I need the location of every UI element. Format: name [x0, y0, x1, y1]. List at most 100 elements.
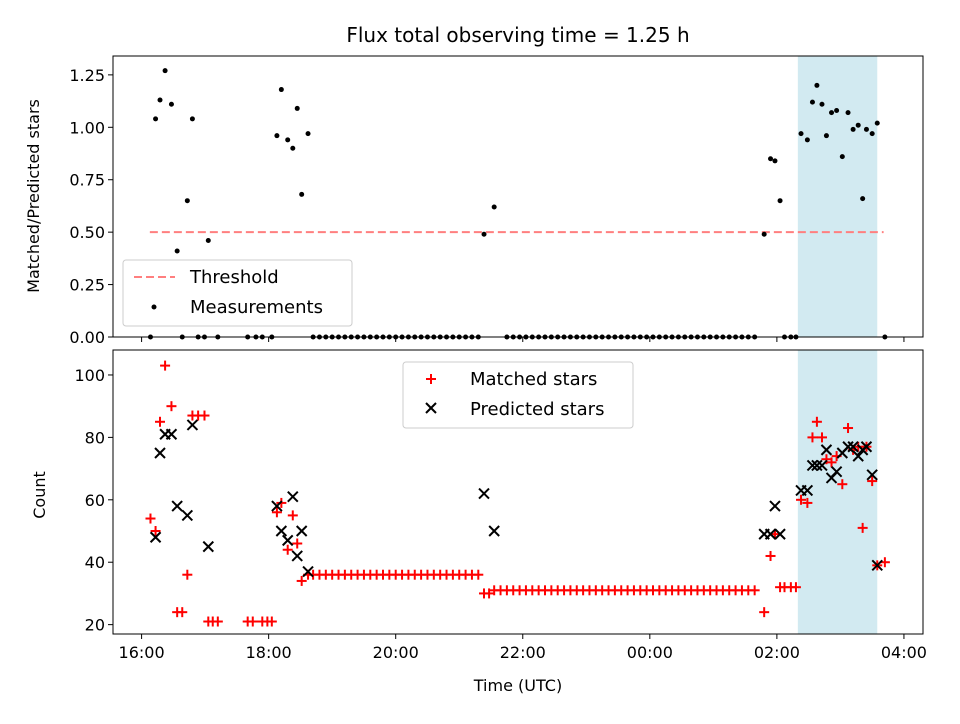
predicted-star-point: [847, 441, 859, 453]
bot-y-tick-label: 80: [85, 428, 105, 447]
predicted-star-point: [291, 550, 303, 562]
predicted-star-point: [860, 441, 873, 453]
matched-star-point: [843, 423, 854, 434]
measurement-point: [205, 238, 211, 244]
measurement-point: [174, 248, 180, 254]
top-y-tick-label: 0.25: [69, 276, 105, 295]
predicted-star-point: [769, 500, 781, 512]
top-panel: Flux total observing time = 1.25 h Match…: [24, 23, 924, 347]
top-y-axis-label: Matched/Predicted stars: [24, 99, 43, 293]
top-y-tick-label: 0.50: [69, 223, 105, 242]
bottom-legend: Matched stars Predicted stars: [402, 361, 634, 429]
predicted-star-point: [302, 565, 314, 578]
matched-star-point: [816, 432, 827, 443]
predicted-star-point: [275, 525, 288, 537]
predicted-star-point: [830, 466, 843, 478]
matched-star-point: [837, 479, 848, 490]
measurement-point: [274, 133, 280, 139]
matched-star-point: [177, 607, 188, 618]
legend-matched-swatch: [426, 374, 436, 384]
predicted-star-point: [154, 447, 166, 459]
measurement-point: [184, 198, 190, 204]
measurement-point: [874, 120, 880, 126]
measurement-point: [153, 116, 159, 122]
top-y-tick-label: 1.00: [69, 118, 105, 137]
measurement-point: [823, 133, 829, 139]
measurement-point: [809, 99, 815, 105]
measurement-point: [299, 191, 305, 197]
measurement-point: [290, 145, 296, 151]
legend-measurements-swatch: [151, 304, 157, 310]
measurement-point: [798, 131, 804, 137]
matched-star-point: [484, 588, 495, 599]
x-tick-label: 18:00: [246, 643, 292, 662]
measurement-point: [863, 126, 869, 132]
bottom-y-axis-label: Count: [30, 471, 49, 519]
matched-star-point: [182, 569, 193, 580]
top-legend: Threshold Measurements: [122, 259, 353, 327]
x-tick-label: 04:00: [881, 643, 927, 662]
predicted-star-point: [295, 525, 308, 537]
predicted-star-point: [764, 528, 777, 540]
predicted-star-point: [866, 469, 878, 481]
top-y-tick-label: 0.00: [69, 328, 105, 347]
measurement-point: [294, 105, 300, 111]
matched-star-point: [821, 454, 832, 465]
measurement-point: [819, 101, 825, 107]
matched-star-point: [802, 497, 813, 508]
matched-star-point: [296, 575, 307, 586]
predicted-star-point: [478, 487, 490, 500]
measurement-point: [869, 131, 875, 137]
measurement-point: [768, 156, 774, 162]
matched-star-point: [247, 616, 258, 627]
chart-title: Flux total observing time = 1.25 h: [346, 23, 689, 47]
legend-predicted-label: Predicted stars: [470, 399, 604, 420]
predicted-star-point: [811, 459, 823, 472]
legend-measurements-label: Measurements: [190, 297, 323, 318]
top-shaded-region: [797, 56, 878, 337]
measurement-point: [855, 122, 861, 128]
matched-star-point: [150, 526, 161, 537]
measurement-point: [839, 154, 845, 160]
measurement-point: [761, 231, 767, 237]
measurement-point: [860, 196, 866, 202]
measurement-point: [481, 231, 487, 237]
bot-y-tick-label: 20: [85, 616, 105, 635]
matched-star-point: [160, 360, 171, 371]
legend-matched-label: Matched stars: [470, 369, 597, 390]
x-tick-label: 02:00: [754, 643, 800, 662]
matched-star-point: [759, 607, 770, 618]
measurement-point: [157, 97, 163, 103]
legend-predicted-swatch: [425, 402, 437, 414]
matched-star-point: [287, 510, 298, 521]
legend-threshold-label: Threshold: [189, 267, 279, 288]
matched-star-point: [811, 416, 822, 427]
matched-star-point: [266, 616, 277, 627]
top-y-tick-label: 1.25: [69, 66, 105, 85]
matched-star-point: [790, 582, 801, 593]
matched-star-point: [807, 432, 818, 443]
predicted-star-point: [186, 419, 199, 431]
matched-star-point: [282, 544, 293, 555]
top-legend-box: [122, 259, 353, 327]
measurement-point: [850, 126, 856, 132]
top-y-tick-label: 0.75: [69, 171, 105, 190]
matched-star-point: [826, 457, 837, 468]
predicted-star-point: [852, 450, 864, 462]
matched-star-point: [199, 410, 210, 421]
matched-star-point: [749, 585, 760, 596]
predicted-star-point: [165, 428, 178, 440]
x-tick-label: 20:00: [373, 643, 419, 662]
matched-star-point: [212, 616, 223, 627]
bottom-plot-frame: [112, 349, 924, 635]
measurement-point: [189, 116, 195, 122]
bottom-legend-box: [402, 361, 634, 429]
measurement-point: [814, 82, 820, 88]
matched-star-point: [166, 401, 177, 412]
bot-y-tick-label: 60: [85, 491, 105, 510]
matched-star-point: [473, 569, 484, 580]
predicted-star-point: [287, 490, 299, 503]
matched-star-point: [292, 538, 303, 549]
x-tick-label: 00:00: [627, 643, 673, 662]
